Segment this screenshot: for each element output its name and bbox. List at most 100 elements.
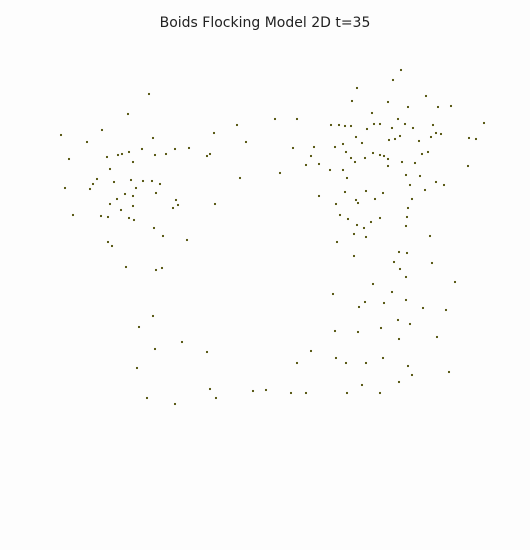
boid-point xyxy=(406,206,410,210)
boid-point xyxy=(404,173,408,177)
boid-point xyxy=(67,157,71,161)
boid-point xyxy=(173,147,177,151)
boid-point xyxy=(406,105,410,109)
boid-point xyxy=(435,335,439,339)
boid-point xyxy=(164,152,168,156)
boid-point xyxy=(335,240,339,244)
boid-point xyxy=(442,183,446,187)
boid-point xyxy=(363,300,367,304)
boid-point xyxy=(131,204,135,208)
boid-point xyxy=(362,226,366,230)
boid-point xyxy=(364,361,368,365)
boid-point xyxy=(235,123,239,127)
boid-point xyxy=(132,218,136,222)
boid-point xyxy=(205,154,209,158)
boid-point xyxy=(398,267,402,271)
boid-point xyxy=(337,123,341,127)
boid-point xyxy=(173,402,177,406)
boid-point xyxy=(352,232,356,236)
boid-point xyxy=(474,137,478,141)
boid-point xyxy=(329,123,333,127)
boid-point xyxy=(410,197,414,201)
boid-point xyxy=(369,220,373,224)
boid-point xyxy=(408,183,412,187)
boid-point xyxy=(364,235,368,239)
boid-point xyxy=(137,325,141,329)
boid-point xyxy=(304,163,308,167)
boid-point xyxy=(406,364,410,368)
boid-point xyxy=(205,350,209,354)
boid-point xyxy=(360,383,364,387)
boid-point xyxy=(434,180,438,184)
boid-point xyxy=(160,266,164,270)
boid-point xyxy=(343,190,347,194)
boid-point xyxy=(353,160,357,164)
boid-point xyxy=(378,391,382,395)
boid-point xyxy=(357,305,361,309)
boid-point xyxy=(387,138,391,142)
boid-point xyxy=(403,122,407,126)
boid-point xyxy=(364,189,368,193)
boid-point xyxy=(154,268,158,272)
boid-point xyxy=(404,275,408,279)
boid-point xyxy=(116,153,120,157)
boid-point xyxy=(382,154,386,158)
boid-point xyxy=(449,104,453,108)
boid-point xyxy=(429,135,433,139)
boid-point xyxy=(338,213,342,217)
boid-point xyxy=(124,265,128,269)
boid-points xyxy=(59,68,486,406)
boid-point xyxy=(331,292,335,296)
boid-point xyxy=(417,139,421,143)
boid-point xyxy=(343,124,347,128)
plot-title: Boids Flocking Model 2D t=35 xyxy=(159,15,371,31)
boid-point xyxy=(127,216,131,220)
boid-point xyxy=(398,134,402,138)
boid-point xyxy=(405,215,409,219)
boid-point xyxy=(214,396,218,400)
boid-point xyxy=(365,127,369,131)
boid-point xyxy=(264,388,268,392)
boid-point xyxy=(334,356,338,360)
boid-point xyxy=(309,154,313,158)
boid-point xyxy=(152,226,156,230)
boid-point xyxy=(392,260,396,264)
boid-point xyxy=(390,126,394,130)
boid-point xyxy=(145,396,149,400)
boid-point xyxy=(360,141,364,145)
boid-point xyxy=(391,78,395,82)
boid-point xyxy=(131,160,135,164)
boid-point xyxy=(410,373,414,377)
boid-point xyxy=(158,182,162,186)
boid-point xyxy=(421,306,425,310)
boid-point xyxy=(328,168,332,172)
boid-point xyxy=(372,122,376,126)
boid-point xyxy=(423,188,427,192)
boid-point xyxy=(434,131,438,135)
boid-point xyxy=(304,391,308,395)
boid-point xyxy=(453,280,457,284)
boid-point xyxy=(115,197,119,201)
boid-point xyxy=(430,261,434,265)
boid-point xyxy=(59,133,63,137)
boid-point xyxy=(106,215,110,219)
boid-point xyxy=(355,86,359,90)
boid-point xyxy=(153,347,157,351)
boid-point xyxy=(404,298,408,302)
boid-point xyxy=(251,389,255,393)
boid-point xyxy=(413,161,417,165)
boid-point xyxy=(356,330,360,334)
boid-point xyxy=(397,337,401,341)
boid-point xyxy=(105,155,109,159)
boid-point xyxy=(140,147,144,151)
boid-point xyxy=(428,234,432,238)
boid-point xyxy=(119,208,123,212)
boid-point xyxy=(354,198,358,202)
boid-point xyxy=(273,117,277,121)
boid-point xyxy=(129,178,133,182)
boid-point xyxy=(295,361,299,365)
boid-point xyxy=(212,131,216,135)
boid-point xyxy=(346,217,350,221)
boid-point xyxy=(436,105,440,109)
